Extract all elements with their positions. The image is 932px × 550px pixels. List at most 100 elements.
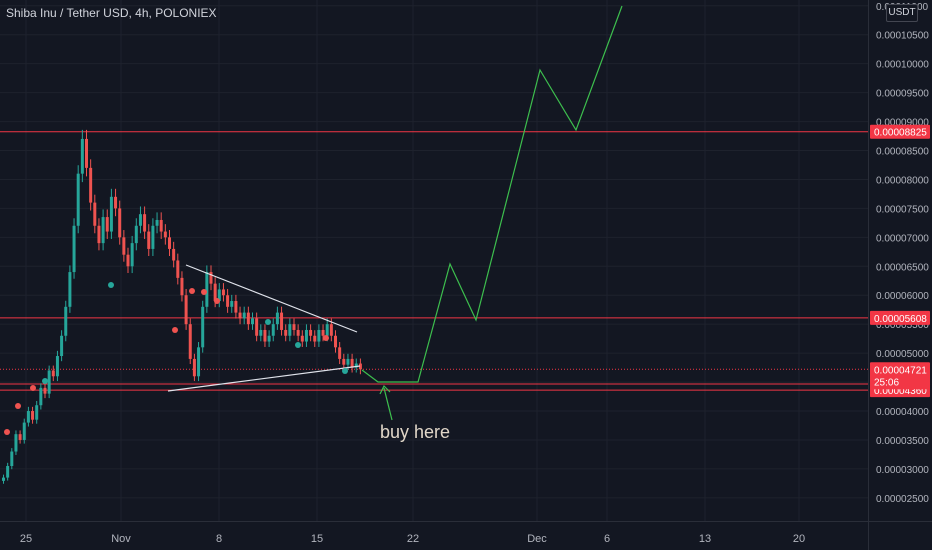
candle-body (221, 289, 225, 296)
candle-body (275, 312, 279, 325)
candle-body (325, 324, 329, 336)
candle-body (114, 196, 118, 209)
candle-body (6, 466, 10, 478)
price-tick-label: 0.00003500 (876, 436, 929, 447)
candle-body (317, 329, 321, 342)
candle-body (10, 451, 14, 467)
signal-dot (214, 298, 220, 304)
candle-body (358, 363, 362, 370)
horizontal-levels (0, 131, 868, 391)
candle-body (118, 208, 122, 238)
candle-body (134, 225, 138, 244)
candle-body (234, 301, 238, 313)
candle-body (159, 219, 163, 232)
signal-dot (15, 403, 21, 409)
candle-body (296, 329, 300, 336)
price-tick-label: 0.00010500 (876, 31, 929, 42)
candle-body (271, 324, 275, 336)
time-tick-label: 22 (407, 533, 419, 545)
currency-badge[interactable]: USDT (886, 4, 918, 22)
candle-body (304, 329, 308, 342)
candle-body (201, 306, 205, 348)
candle-body (209, 272, 213, 284)
price-tick-label: 0.00005000 (876, 349, 929, 360)
candle-body (138, 214, 142, 226)
price-level-label: 0.00008825 (874, 128, 927, 139)
signal-dot (201, 289, 207, 295)
candle-body (205, 272, 209, 307)
candle-body (163, 231, 167, 238)
price-tick-label: 0.00009500 (876, 89, 929, 100)
candle-body (184, 295, 188, 325)
triangle-upper-line (185, 264, 358, 333)
candle-body (238, 312, 242, 319)
signal-dot (323, 335, 329, 341)
candle-body (64, 306, 68, 336)
time-tick-label: 25 (20, 533, 32, 545)
candle-body (155, 219, 159, 226)
last-price-tag (870, 362, 930, 390)
price-tick-label: 0.00007500 (876, 204, 929, 215)
price-level-label: 0.00004360 (874, 386, 927, 397)
price-level-tag (870, 310, 930, 325)
candle-body (93, 202, 97, 226)
candle-body (188, 324, 192, 359)
candle-body (354, 363, 358, 368)
candle-body (172, 248, 176, 261)
candle-body (267, 335, 271, 342)
candle-body (2, 477, 5, 481)
candle-body (346, 358, 350, 365)
time-tick-label: 15 (311, 533, 323, 545)
candle-body (242, 312, 246, 319)
countdown-label: 25:06 (874, 377, 899, 388)
candle-body (292, 324, 296, 330)
candle-body (213, 283, 217, 302)
time-tick-label: 20 (793, 533, 805, 545)
price-tick-label: 0.00006000 (876, 291, 929, 302)
last-price-label: 0.00004721 (874, 365, 927, 376)
candle-body (197, 347, 201, 377)
buy-arrow-head (379, 384, 391, 395)
candle-body (47, 370, 51, 394)
price-tick-label: 0.00010000 (876, 60, 929, 71)
candle-body (230, 301, 234, 307)
candle-body (168, 237, 171, 249)
candle-body (192, 358, 196, 377)
candle-body (97, 225, 101, 244)
candle-body (43, 387, 47, 394)
candle-body (72, 225, 76, 273)
candle-body (288, 324, 292, 336)
time-axis[interactable]: 25 Nov 8 15 22 Dec 6 13 20 (0, 521, 932, 546)
price-tick-label: 0.00008500 (876, 147, 929, 158)
candle-body (309, 329, 313, 336)
candle-body (251, 318, 254, 325)
signal-dot (30, 385, 36, 391)
candle-body (105, 217, 109, 232)
candle-body (31, 411, 35, 420)
candle-body (80, 138, 84, 174)
buy-here-annotation: buy here (380, 422, 451, 442)
price-tick-label: 0.00009000 (876, 118, 929, 129)
price-axis-bg (868, 0, 932, 550)
candle-body (39, 387, 43, 406)
candle-body (259, 329, 263, 336)
price-tick-label: 0.00002500 (876, 494, 929, 505)
grid (0, 0, 868, 521)
price-tick-label: 0.00006500 (876, 262, 929, 273)
time-tick-label: 6 (604, 533, 610, 545)
price-tick-label: 0.00004000 (876, 407, 929, 418)
candle-body (101, 217, 105, 244)
candle-body (26, 411, 30, 423)
price-tick-label: 0.00005500 (876, 320, 929, 331)
candle-body (51, 370, 55, 377)
candle-body (122, 237, 126, 255)
signal-dot (295, 342, 301, 348)
time-tick-label: 13 (699, 533, 711, 545)
price-axis[interactable]: 0.000110000.000105000.000100000.00009500… (868, 0, 932, 550)
candle-body (14, 434, 18, 452)
candle-body (321, 329, 325, 336)
candles (2, 129, 362, 484)
signal-dot (108, 282, 114, 288)
signal-dot (42, 378, 48, 384)
